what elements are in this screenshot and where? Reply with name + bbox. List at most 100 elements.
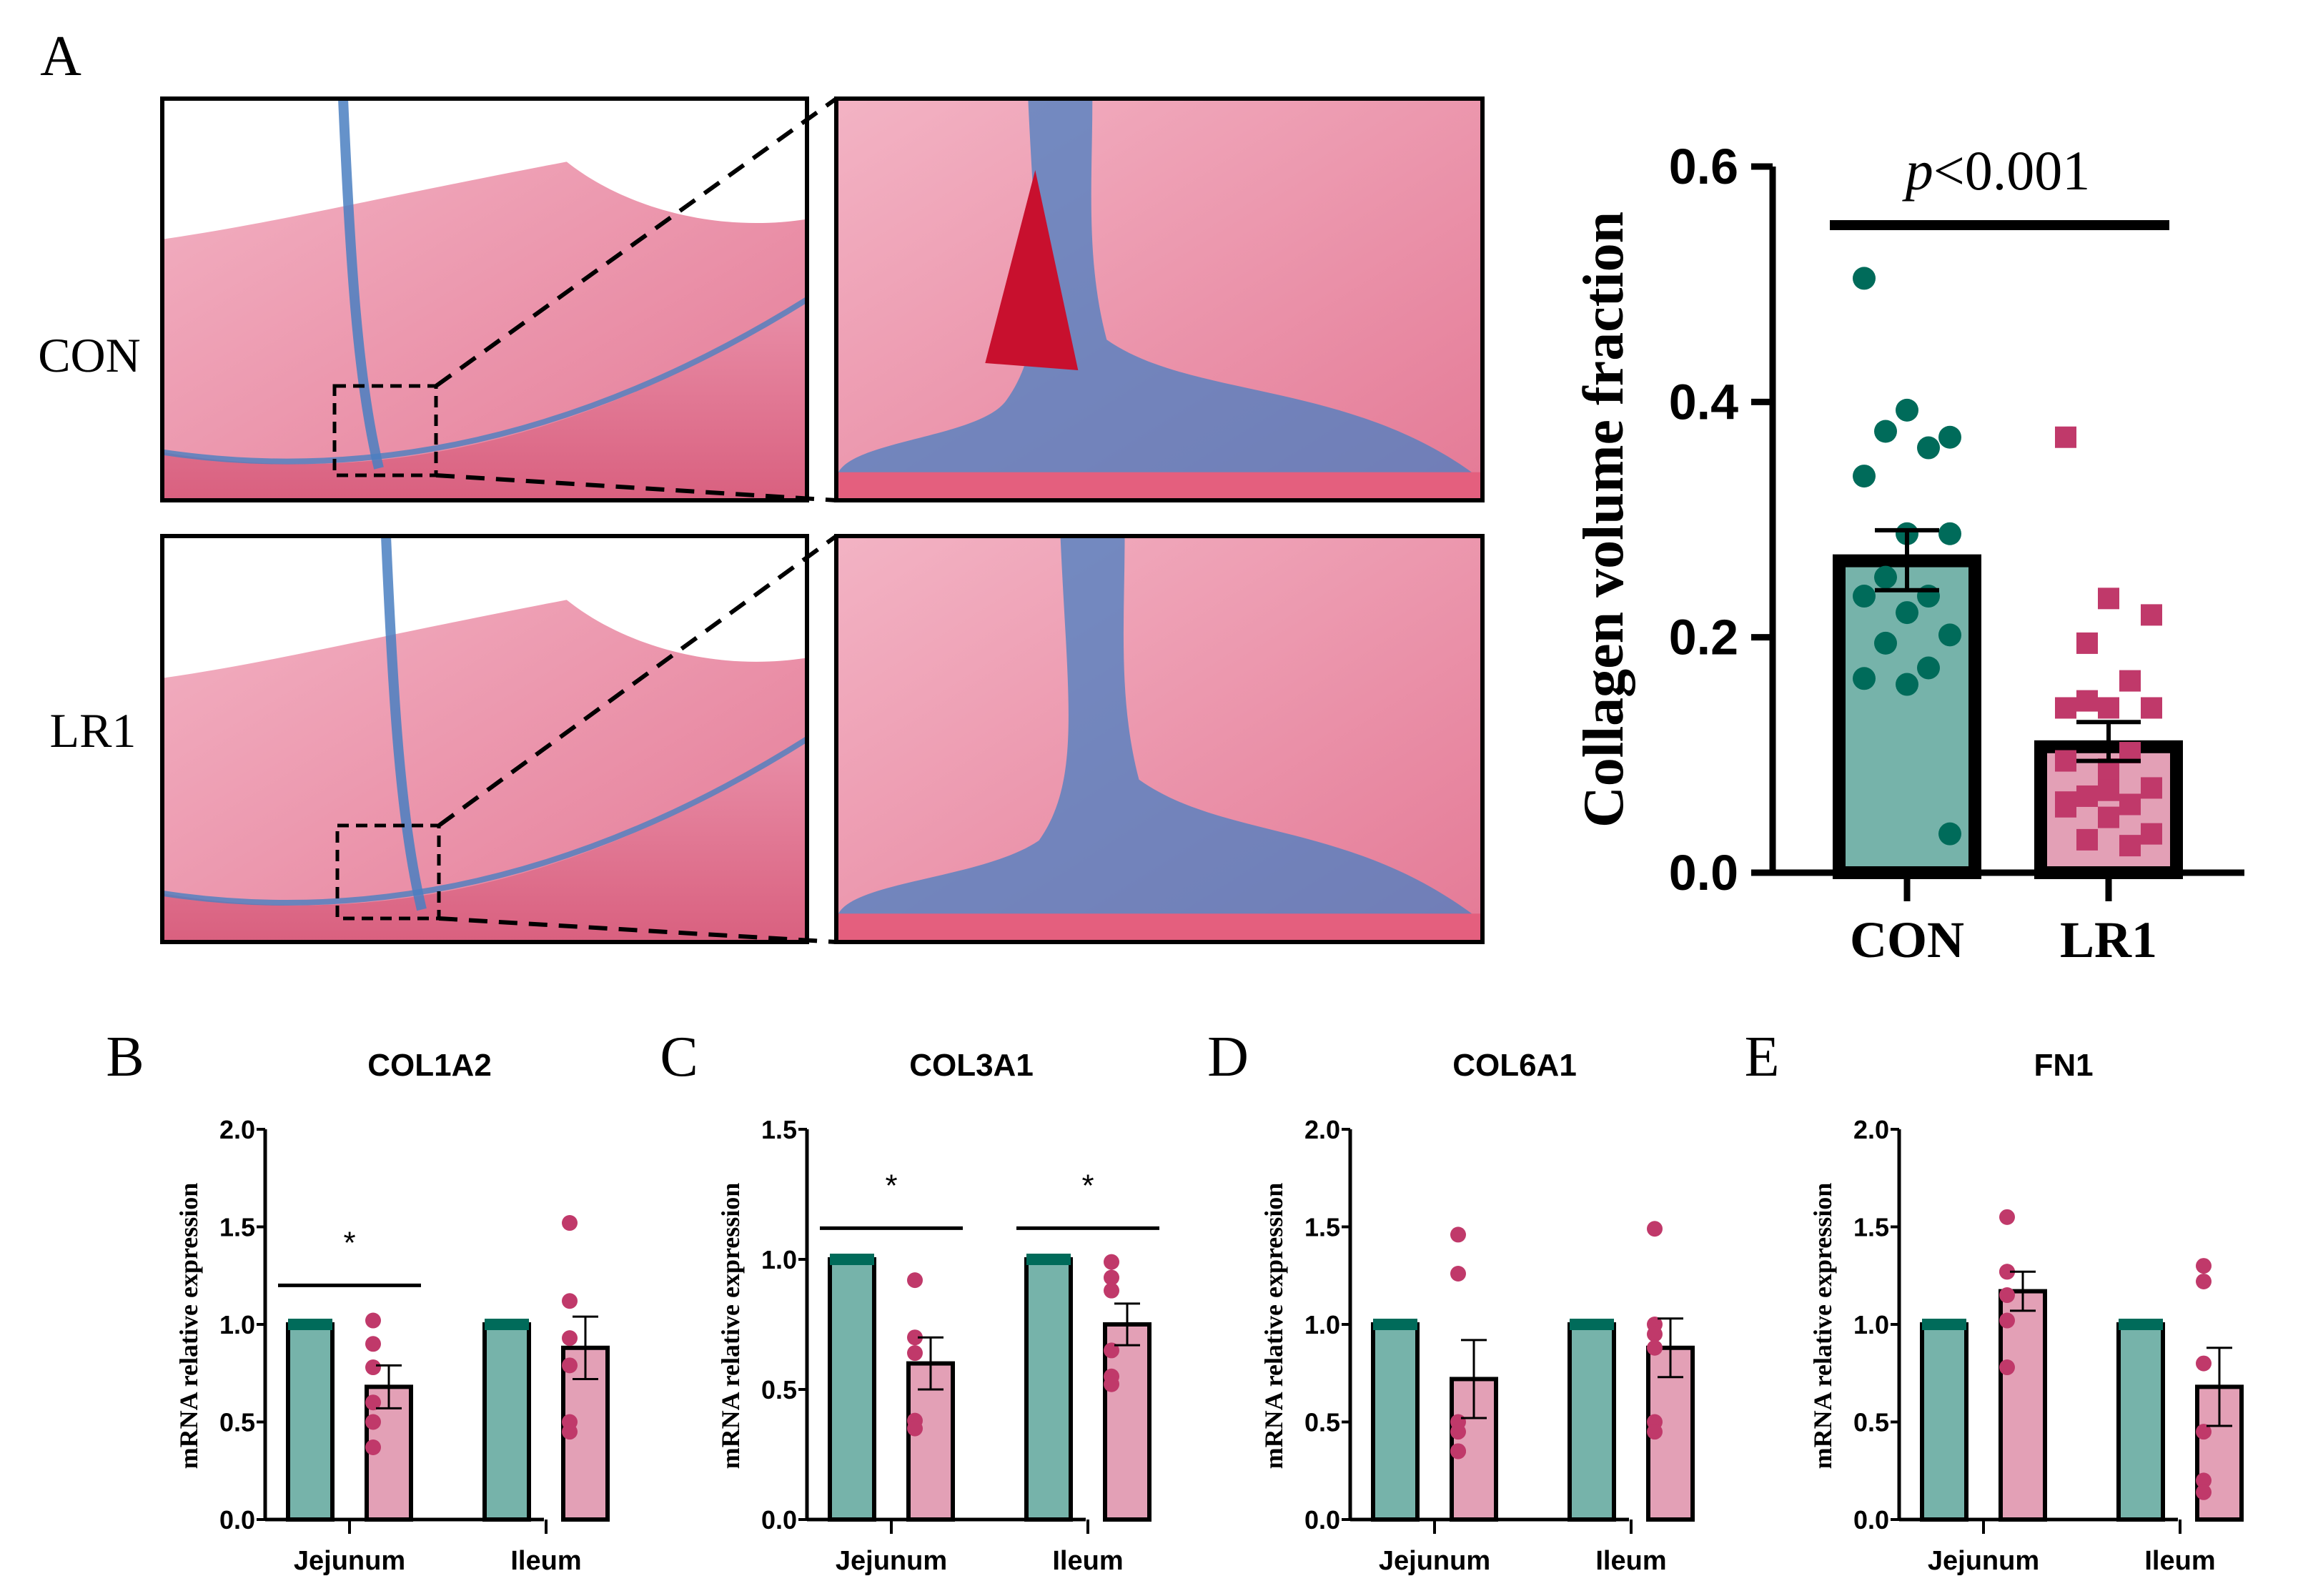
p-threshold: <0.001 — [1933, 139, 2091, 202]
data-point-lr1 — [2119, 670, 2141, 692]
panel-label-b: B — [106, 1026, 144, 1089]
row-label-con: CON — [38, 328, 141, 382]
micrograph-frame — [834, 534, 1485, 944]
collagen-fibers — [836, 536, 1482, 922]
bar-con — [1024, 1257, 1073, 1522]
y-tick-label: 2.0 — [1304, 1115, 1340, 1144]
zoom-connector-line — [435, 473, 837, 502]
data-point-lr1 — [2055, 750, 2076, 772]
x-tick-label: Ileum — [1595, 1546, 1666, 1576]
chart-title: COL3A1 — [909, 1048, 1034, 1083]
data-point-lr1 — [1450, 1266, 1466, 1282]
chart-col1a2: COL1A2 0.0 0.5 1.0 1.5 2.0 mRNA relative expre… — [174, 1048, 610, 1576]
data-point-lr1 — [2098, 806, 2119, 828]
y-axis-label: mRNA relative expression — [1808, 1183, 1837, 1469]
data-point-lr1 — [1999, 1359, 2015, 1376]
y-tick-label: 0.5 — [1853, 1408, 1889, 1437]
chart-col6a1: COL6A1 0.0 0.5 1.0 1.5 2.0 mRNA relative expre… — [1259, 1048, 1695, 1576]
micrograph-con-overview — [160, 96, 838, 502]
data-point-lr1 — [1999, 1312, 2015, 1329]
x-tick-label: LR1 — [2060, 911, 2157, 968]
data-point-lr1 — [2055, 791, 2076, 813]
data-point-lr1 — [562, 1293, 578, 1309]
y-tick-label: 0.5 — [761, 1375, 797, 1404]
data-point-lr1 — [2076, 828, 2098, 851]
y-tick-label: 0.0 — [1304, 1505, 1340, 1535]
collagen-fibers — [836, 99, 1482, 480]
data-point-con — [1917, 436, 1940, 460]
data-point-lr1 — [2076, 690, 2098, 712]
data-point-lr1 — [562, 1357, 578, 1374]
data-point-lr1 — [907, 1420, 923, 1437]
data-point-con — [1874, 631, 1897, 655]
data-points-con — [1570, 1319, 1614, 1330]
micrograph-con-zoom — [834, 96, 1485, 502]
chart-fn1: FN1 0.0 0.5 1.0 1.5 2.0 mRNA relative expressi… — [1808, 1048, 2244, 1576]
data-point-lr1 — [2098, 697, 2119, 719]
significance-marker: * — [1081, 1168, 1094, 1203]
p-italic: p — [1902, 139, 1933, 202]
panel-label-a: A — [40, 25, 81, 88]
muscle-layer — [162, 299, 807, 500]
charts: A B C D E 0.0 0.2 0.4 0.6 Collagen volume fractio… — [40, 25, 2244, 1576]
data-point-lr1 — [907, 1345, 923, 1362]
data-point-lr1 — [1647, 1221, 1663, 1237]
x-tick-label: Jejunum — [1928, 1546, 2039, 1576]
x-tick-label: Jejunum — [294, 1546, 405, 1576]
y-tick-label: 1.0 — [1304, 1310, 1340, 1339]
chart-title: COL6A1 — [1452, 1048, 1577, 1083]
data-point-con — [1917, 656, 1940, 680]
bar-con — [1920, 1322, 1968, 1522]
data-point-lr1 — [2196, 1273, 2212, 1289]
x-tick-label: Ileum — [1052, 1546, 1123, 1576]
zoom-region-box — [335, 823, 441, 921]
data-point-lr1 — [1104, 1254, 1119, 1270]
muscle-layer — [162, 739, 807, 942]
data-point-lr1 — [365, 1312, 381, 1329]
collagen-septum — [381, 535, 427, 911]
zoom-connector-line — [438, 916, 837, 944]
data-points-con — [2119, 1319, 2163, 1330]
y-tick-label: 2.0 — [219, 1115, 255, 1144]
bar-con — [286, 1322, 335, 1522]
data-point-lr1 — [2196, 1258, 2212, 1274]
y-tick-label: 2.0 — [1853, 1115, 1889, 1144]
zoom-region-box — [332, 384, 438, 477]
chart-title: FN1 — [2034, 1048, 2093, 1083]
blood-vessel — [985, 170, 1079, 370]
significance-marker: * — [343, 1225, 355, 1260]
data-point-lr1 — [365, 1414, 381, 1430]
data-points-con — [1026, 1254, 1071, 1265]
data-point-lr1 — [2196, 1355, 2212, 1372]
data-point-lr1 — [1104, 1376, 1119, 1392]
micrograph-frame — [160, 96, 809, 502]
y-tick-label: 0.5 — [219, 1408, 255, 1437]
muscle-layer — [836, 913, 1482, 942]
y-axis-label: mRNA relative expression — [174, 1183, 203, 1469]
data-point-con — [1874, 565, 1897, 589]
data-point-lr1 — [1999, 1209, 2015, 1225]
y-tick-label: 0.4 — [1669, 374, 1738, 430]
data-point-con — [1853, 667, 1876, 690]
lumen-region — [517, 536, 807, 662]
data-point-lr1 — [1104, 1269, 1119, 1286]
collagen-chart: 0.0 0.2 0.4 0.6 Collagen volume fraction CON L… — [1573, 139, 2244, 968]
y-tick-label: 0.6 — [1669, 139, 1738, 194]
data-point-con — [1874, 420, 1897, 443]
panel-label-e: E — [1745, 1026, 1780, 1089]
micrograph-lr1-zoom — [834, 534, 1485, 944]
y-tick-label: 1.5 — [1304, 1213, 1340, 1242]
x-tick-label: Jejunum — [1379, 1546, 1490, 1576]
significance-marker: * — [885, 1168, 897, 1203]
data-points-con — [1922, 1319, 1966, 1330]
data-points-con — [288, 1319, 332, 1330]
lumen-region — [517, 99, 807, 224]
data-point-lr1 — [2196, 1472, 2212, 1489]
data-point-con — [1896, 601, 1918, 625]
y-tick-label: 0.0 — [1853, 1505, 1889, 1535]
data-point-lr1 — [562, 1424, 578, 1440]
data-point-lr1 — [2119, 793, 2141, 816]
data-point-con — [1853, 267, 1876, 290]
data-point-con — [1896, 398, 1918, 422]
